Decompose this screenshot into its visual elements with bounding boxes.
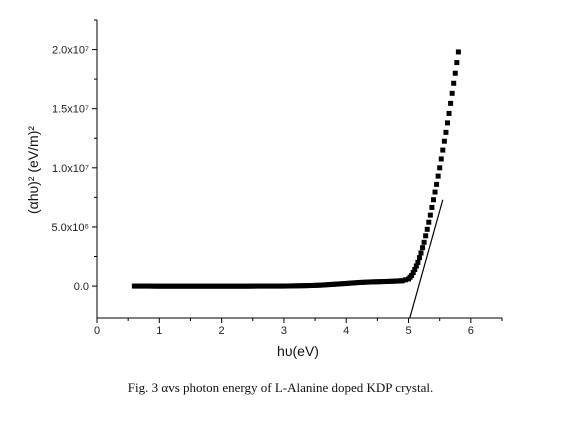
data-point [446, 110, 452, 116]
data-point [353, 280, 359, 286]
data-point [191, 283, 197, 289]
data-point [455, 49, 461, 55]
data-point [254, 283, 260, 289]
data-point [266, 283, 272, 289]
data-point [291, 283, 297, 289]
data-point [418, 250, 424, 256]
fit-line [409, 199, 444, 319]
data-point [449, 90, 455, 96]
data-point [378, 279, 384, 285]
x-tick-label: 4 [343, 325, 349, 337]
data-point [413, 263, 419, 269]
data-point [421, 239, 427, 245]
data-point [426, 219, 432, 225]
data-point [430, 197, 436, 203]
y-tick-label: 1.5x10⁷ [52, 104, 89, 116]
data-point [216, 283, 222, 289]
data-series [131, 49, 461, 289]
data-point [451, 80, 457, 86]
x-tick-label: 0 [94, 325, 100, 337]
x-axis-ticks: 0 1 2 3 4 5 6 [94, 318, 503, 337]
data-point [166, 283, 172, 289]
data-point [410, 269, 416, 275]
data-point [407, 274, 413, 280]
data-point [454, 60, 460, 66]
x-tick-label: 3 [281, 325, 287, 337]
data-point [278, 283, 284, 289]
data-point [229, 283, 235, 289]
data-point [432, 189, 438, 195]
data-point [328, 281, 334, 287]
fit-line-segment [409, 199, 444, 319]
y-tick-label: 2.0x10⁷ [52, 45, 89, 57]
data-point [415, 259, 421, 265]
data-point [424, 226, 430, 232]
data-point [427, 212, 433, 218]
y-tick-label: 5.0x10⁶ [51, 222, 89, 234]
data-point [416, 255, 422, 261]
data-point [434, 181, 440, 187]
data-point [437, 165, 443, 171]
x-tick-label: 1 [156, 325, 162, 337]
data-point [398, 278, 404, 284]
data-point [412, 267, 418, 273]
data-point [440, 147, 446, 153]
data-point [438, 156, 444, 162]
axes [96, 20, 502, 319]
data-point [204, 283, 210, 289]
data-point [303, 283, 309, 289]
data-point [154, 283, 160, 289]
data-point [316, 282, 322, 288]
x-axis-title: hυ(eV) [277, 343, 319, 359]
x-tick-label: 5 [405, 325, 411, 337]
data-point [429, 204, 435, 210]
data-point [391, 278, 397, 284]
figure-caption: Fig. 3 αvs photon energy of L-Alanine do… [127, 380, 434, 395]
y-tick-label: 1.0x10⁷ [52, 163, 89, 175]
data-point [452, 70, 458, 76]
data-point [241, 283, 247, 289]
data-point [366, 279, 372, 285]
y-axis-title: (αhυ)² (eV/m)² [25, 126, 41, 214]
data-point [423, 233, 429, 239]
data-point [443, 129, 449, 135]
y-tick-label: 0.0 [74, 281, 89, 293]
data-point [341, 281, 347, 287]
data-point [420, 245, 426, 251]
x-tick-label: 6 [468, 325, 474, 337]
data-point [448, 100, 454, 106]
data-point [402, 277, 408, 283]
data-point [435, 173, 441, 179]
data-point [441, 138, 447, 144]
y-axis-ticks: 0.0 5.0x10⁶ 1.0x10⁷ 1.5x10⁷ 2.0x10⁷ [51, 19, 97, 293]
x-tick-label: 2 [219, 325, 225, 337]
data-point [141, 283, 147, 289]
data-point [444, 120, 450, 126]
data-point [179, 283, 185, 289]
